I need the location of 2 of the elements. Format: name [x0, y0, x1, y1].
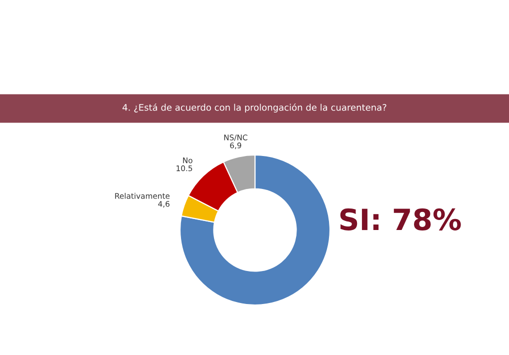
text: SI: 78% — [340, 208, 461, 230]
chart-title: 4. ¿Está de acuerdo con la prolongación de la cuarentena? — [122, 103, 386, 113]
